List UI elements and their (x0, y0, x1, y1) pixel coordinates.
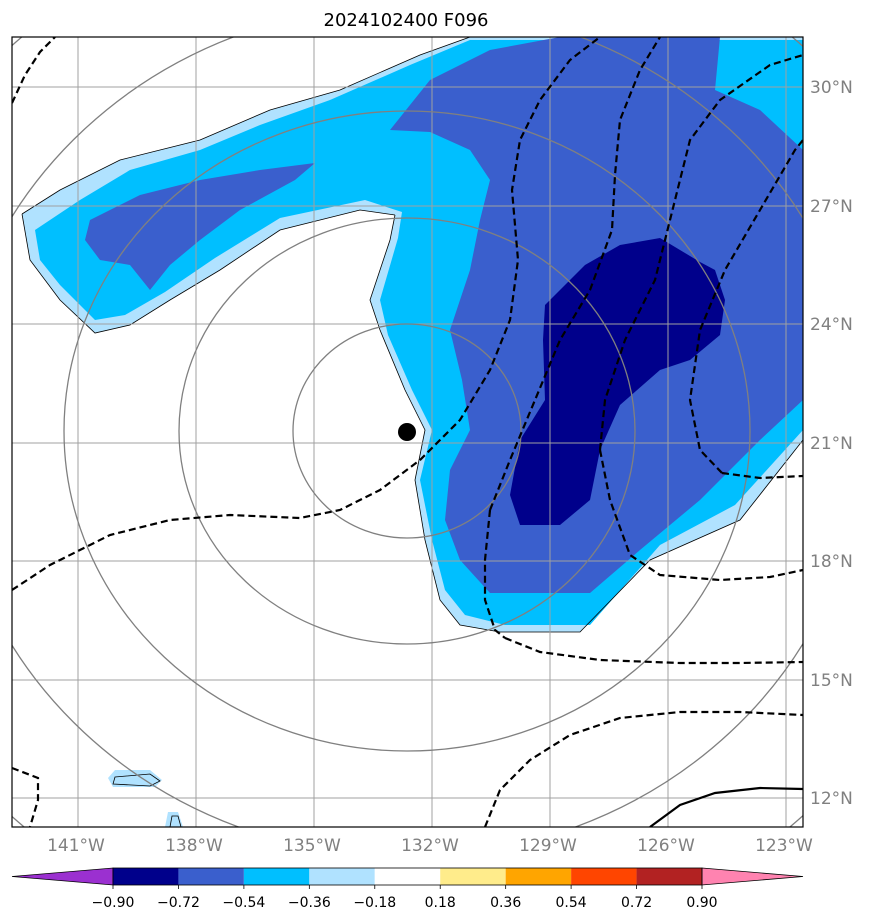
colorbar-extend-high (701, 867, 804, 886)
colorbar-segment (636, 868, 702, 885)
solid-contour (649, 786, 803, 827)
lat-label: 27°N (810, 197, 853, 217)
colorbar-label: −0.54 (222, 895, 265, 911)
colorbar-segment (243, 868, 310, 885)
colorbar-label: 0.90 (686, 895, 717, 911)
longitude-labels: 141°W 138°W 135°W 132°W 129°W 126°W 123°… (47, 836, 813, 856)
colorbar-segment (505, 868, 572, 885)
lon-label: 132°W (401, 836, 459, 856)
latitude-labels: 30°N 27°N 24°N 21°N 18°N 15°N 12°N (810, 78, 853, 809)
lat-label: 24°N (810, 315, 853, 335)
colorbar-label: −0.90 (92, 895, 135, 911)
colorbar-label: 0.18 (425, 895, 456, 911)
graticule (12, 37, 803, 827)
colorbar-label: 0.72 (621, 895, 652, 911)
colorbar: −0.90 −0.72 −0.54 −0.36 −0.18 0.18 0.36 0.54 0.7… (11, 867, 804, 911)
colorbar-segment (113, 868, 179, 885)
lat-label: 30°N (810, 78, 853, 98)
colorbar-extend-low (11, 867, 114, 886)
lon-label: 123°W (755, 836, 813, 856)
colorbar-label: −0.18 (353, 895, 396, 911)
lon-label: 126°W (637, 836, 695, 856)
lon-label: 141°W (47, 836, 105, 856)
lon-label: 129°W (519, 836, 577, 856)
map-frame (11, 36, 804, 828)
colorbar-label: −0.36 (288, 895, 331, 911)
lon-label: 138°W (165, 836, 223, 856)
colorbar-segment (440, 868, 506, 885)
dashed-contours (12, 37, 803, 827)
colorbar-segment (178, 868, 244, 885)
lon-label: 135°W (283, 836, 341, 856)
colorbar-label: 0.36 (490, 895, 521, 911)
lat-label: 21°N (810, 434, 853, 454)
anomaly-region-royalblue (85, 37, 803, 593)
anomaly-region-navy (510, 238, 725, 525)
figure-title: 2024102400 F096 (324, 10, 489, 31)
zero-contour (21, 37, 803, 827)
storm-center-marker (398, 423, 416, 441)
colorbar-frame (112, 867, 703, 886)
colorbar-label: 0.54 (556, 895, 587, 911)
colorbar-label: −0.72 (157, 895, 200, 911)
colorbar-segment (309, 868, 375, 885)
lat-label: 12°N (810, 789, 853, 809)
lat-label: 15°N (810, 671, 853, 691)
lat-label: 18°N (810, 552, 853, 572)
colorbar-segment (571, 868, 637, 885)
colorbar-segment (374, 868, 441, 885)
